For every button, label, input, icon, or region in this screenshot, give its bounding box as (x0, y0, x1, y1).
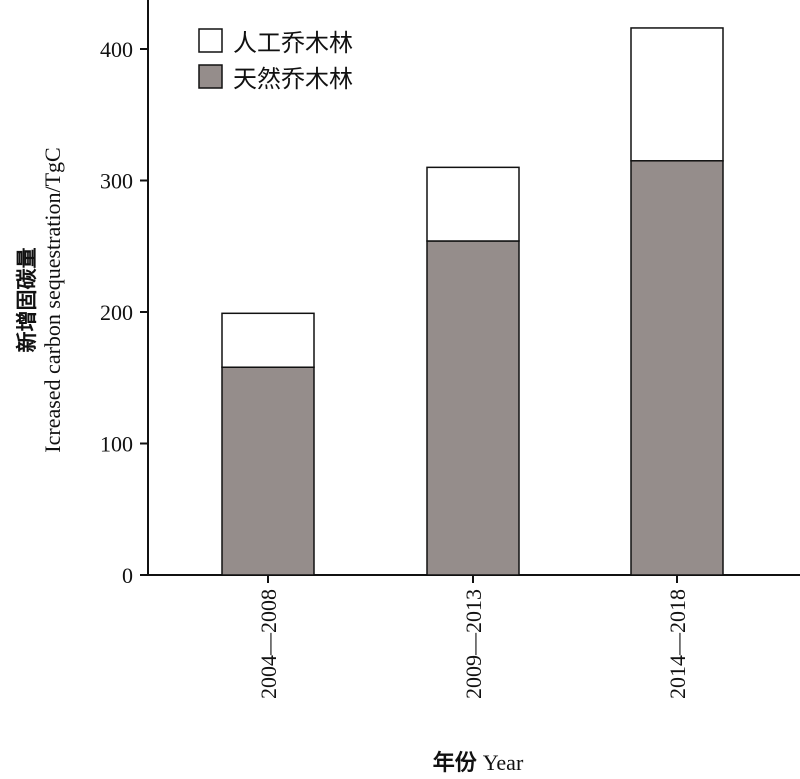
y-tick-label: 100 (100, 432, 133, 457)
legend: 人工乔木林 天然乔木林 (198, 28, 353, 93)
y-tick-label: 400 (100, 37, 133, 62)
bar-planted-1 (221, 312, 315, 368)
bars (221, 27, 724, 576)
bar-natural-1 (221, 366, 315, 576)
y-ticks: 0 100 200 300 400 (100, 37, 148, 588)
x-tick-label: 2014—2018 (665, 589, 690, 699)
bar-natural-3 (630, 160, 724, 576)
x-tick-label: 2004—2008 (256, 589, 281, 699)
x-axis-title: 年份 Year (433, 750, 524, 776)
legend-label-planted: 人工乔木林 (233, 29, 353, 57)
x-axis-title-text: 年份 Year (433, 750, 524, 776)
y-tick-label: 0 (122, 563, 133, 588)
y-axis-title: 新增固碳量 Icreased carbon sequestration/TgC (15, 147, 65, 452)
y-tick-label: 200 (100, 300, 133, 325)
bar-natural-2 (426, 240, 520, 576)
legend-item-natural: 天然乔木林 (198, 64, 353, 93)
bar-planted-3 (630, 27, 724, 162)
x-ticks: 2004—2008 2009—2013 2014—2018 (256, 575, 690, 699)
legend-swatch-natural (198, 64, 223, 89)
bar-planted-2 (426, 166, 520, 242)
x-tick-label: 2009—2013 (461, 589, 486, 699)
y-tick-label: 300 (100, 169, 133, 194)
legend-item-planted: 人工乔木林 (198, 28, 353, 57)
x-axis-title-en: Year (483, 750, 524, 775)
y-axis-title-en: Icreased carbon sequestration/TgC (40, 147, 65, 452)
legend-swatch-planted (198, 28, 223, 53)
x-axis-title-cn: 年份 (433, 750, 478, 776)
y-axis-title-cn: 新增固碳量 (15, 248, 39, 353)
legend-label-natural: 天然乔木林 (233, 65, 353, 93)
